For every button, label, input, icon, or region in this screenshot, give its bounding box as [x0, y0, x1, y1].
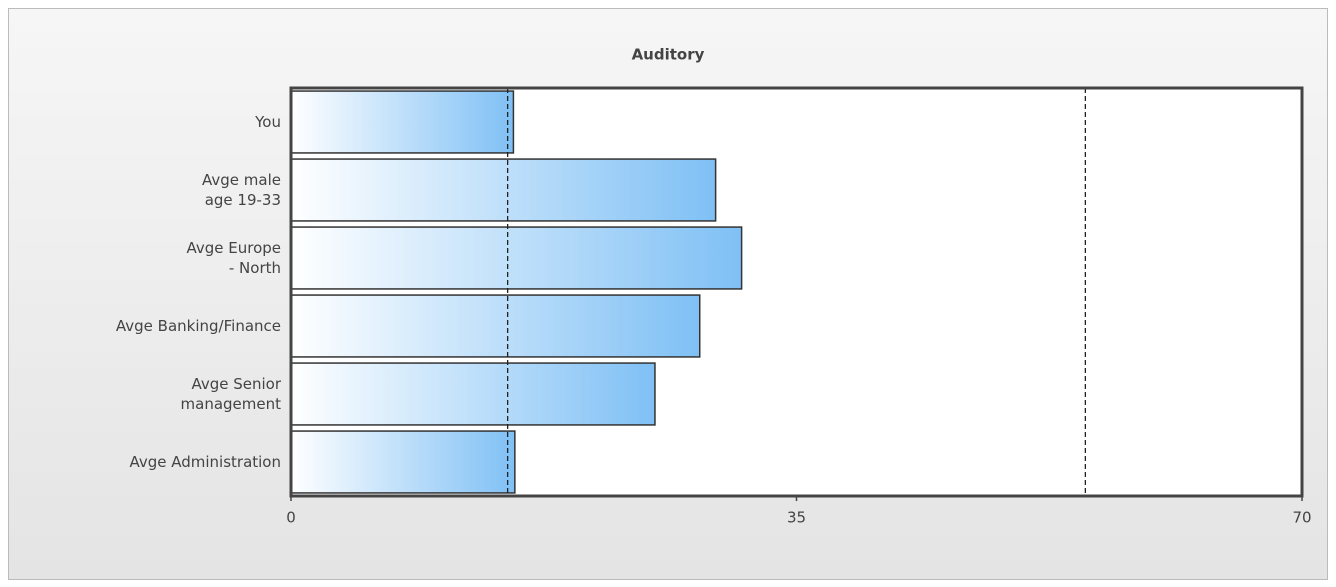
- bar: [290, 362, 656, 426]
- x-tick-label: 35: [787, 509, 806, 527]
- x-tick-label: 70: [1292, 509, 1311, 527]
- y-tick-label: Avge Banking/Finance: [115, 317, 281, 335]
- y-tick-label: Avge Europe - North: [186, 239, 281, 277]
- chart-title: Auditory: [632, 46, 705, 64]
- bar: [290, 226, 743, 290]
- plot-area: [291, 88, 1302, 496]
- bar: [290, 430, 516, 494]
- y-tick-label: You: [255, 113, 281, 131]
- y-tick-label: Avge Administration: [129, 453, 281, 471]
- bar: [290, 90, 515, 154]
- bar: [290, 294, 701, 358]
- y-tick-label: Avge Senior management: [180, 375, 281, 413]
- y-tick-label: Avge male age 19-33: [202, 171, 281, 209]
- x-tick-label: 0: [286, 509, 296, 527]
- bar: [290, 158, 717, 222]
